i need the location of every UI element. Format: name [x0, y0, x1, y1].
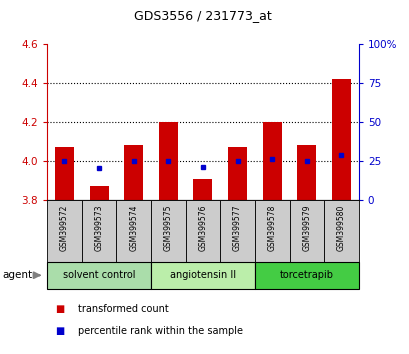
Text: transformed count: transformed count	[78, 304, 168, 314]
Bar	[55, 147, 74, 200]
Text: GSM399578: GSM399578	[267, 205, 276, 251]
Bar	[193, 179, 212, 200]
Text: percentile rank within the sample: percentile rank within the sample	[78, 326, 242, 336]
Bar	[124, 145, 143, 200]
Bar	[254, 262, 358, 289]
Bar	[116, 200, 151, 262]
Text: angiotensin II: angiotensin II	[169, 270, 236, 280]
Bar	[47, 200, 81, 262]
Bar	[324, 200, 358, 262]
Bar	[47, 262, 151, 289]
Bar	[89, 187, 108, 200]
Text: GSM399576: GSM399576	[198, 205, 207, 251]
Bar	[227, 147, 247, 200]
Bar	[262, 122, 281, 200]
Bar	[185, 200, 220, 262]
Bar	[81, 200, 116, 262]
Text: GSM399580: GSM399580	[336, 205, 345, 251]
Bar	[289, 200, 324, 262]
Text: GSM399579: GSM399579	[301, 205, 310, 251]
Bar	[254, 200, 289, 262]
Bar	[158, 122, 178, 200]
Text: ■: ■	[55, 326, 65, 336]
Bar	[297, 145, 316, 200]
Text: solvent control: solvent control	[63, 270, 135, 280]
Bar	[220, 200, 254, 262]
Text: GSM399574: GSM399574	[129, 205, 138, 251]
Bar	[151, 262, 254, 289]
Text: GDS3556 / 231773_at: GDS3556 / 231773_at	[134, 10, 271, 22]
Text: ■: ■	[55, 304, 65, 314]
Bar	[151, 200, 185, 262]
Text: torcetrapib: torcetrapib	[279, 270, 333, 280]
Text: GSM399573: GSM399573	[94, 205, 103, 251]
Text: GSM399575: GSM399575	[164, 205, 173, 251]
Text: GSM399577: GSM399577	[232, 205, 241, 251]
Bar	[331, 79, 350, 200]
Text: agent: agent	[2, 270, 32, 280]
Text: GSM399572: GSM399572	[60, 205, 69, 251]
